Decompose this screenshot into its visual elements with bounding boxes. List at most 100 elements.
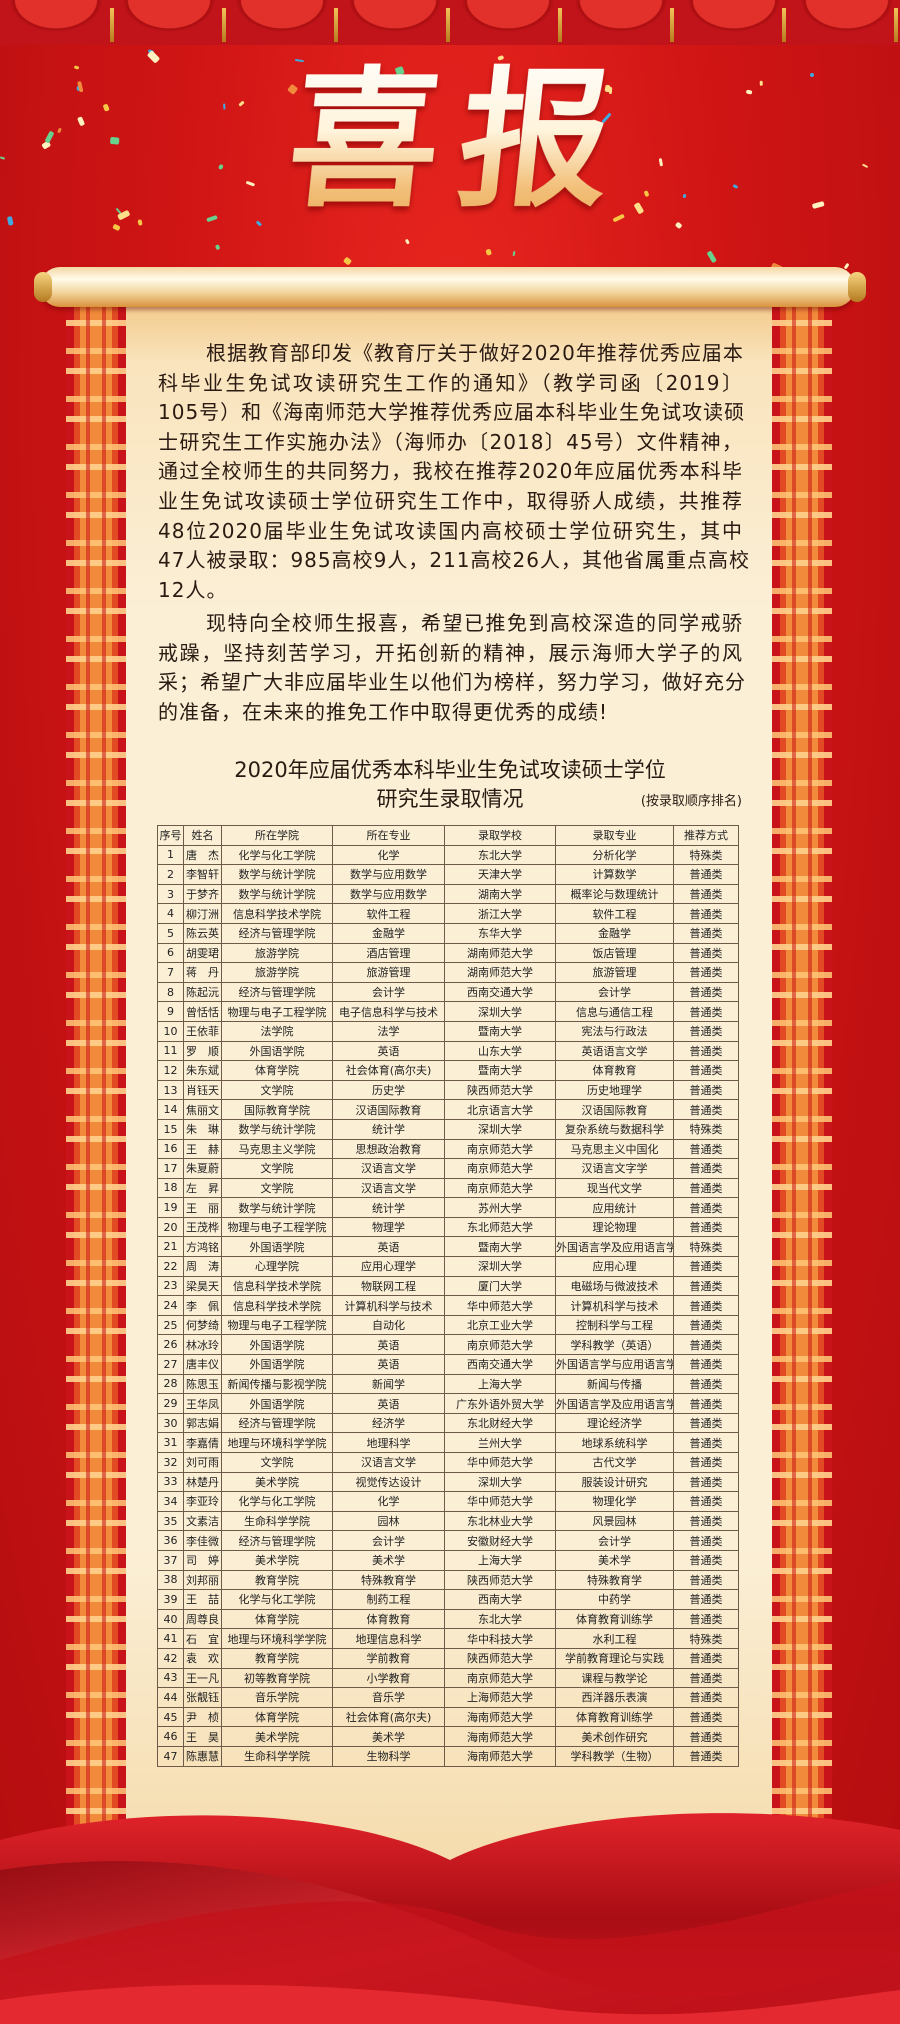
table-cell: 音乐学院 <box>221 1687 333 1708</box>
table-cell: 普通类 <box>673 1491 739 1512</box>
column-header: 所在学院 <box>221 825 333 846</box>
table-cell: 自动化 <box>332 1314 445 1336</box>
red-silk-decoration <box>0 1813 900 2024</box>
table-cell: 体育教育 <box>332 1608 445 1630</box>
table-cell: 学前教育理论与实践 <box>555 1647 674 1669</box>
table-cell: 体育学院 <box>221 1060 333 1081</box>
table-cell: 40 <box>157 1608 184 1630</box>
table-cell: 化学 <box>332 844 445 866</box>
table-cell: 应用统计 <box>555 1197 674 1218</box>
table-cell: 普通类 <box>673 864 739 885</box>
table-cell: 课程与教学论 <box>555 1667 674 1689</box>
table-cell: 汉语国际教育 <box>332 1099 445 1120</box>
table-cell: 罗 顺 <box>183 1040 222 1062</box>
table-cell: 29 <box>157 1393 184 1414</box>
table-cell: 汉语言文学 <box>332 1452 445 1473</box>
tassel <box>558 8 562 42</box>
table-cell: 郭志娟 <box>183 1412 222 1434</box>
table-cell: 兰州大学 <box>444 1432 556 1453</box>
table-cell: 旅游管理 <box>555 962 674 983</box>
tassel <box>446 8 450 42</box>
table-cell: 普通类 <box>673 1060 739 1081</box>
table-row: 5 陈云英 经济与管理学院 金融学 东华大学 金融学 普通类 <box>157 922 739 944</box>
table-cell: 心理学院 <box>221 1256 333 1277</box>
table-row: 2 李智轩 数学与统计学院 数学与应用数学 天津大学 计算数学 普通类 <box>157 864 739 885</box>
table-row: 32 刘可雨 文学院 汉语言文学 华中师范大学 古代文学 普通类 <box>157 1452 739 1473</box>
table-cell: 汉语言文字学 <box>555 1158 674 1179</box>
table-cell: 普通类 <box>673 1040 739 1062</box>
table-cell: 西南交通大学 <box>444 1354 556 1375</box>
table-cell: 1 <box>157 844 184 866</box>
table-cell: 陈思玉 <box>183 1373 222 1395</box>
table-cell: 体育学院 <box>221 1608 333 1630</box>
table-row: 33 林楚丹 美术学院 视觉传达设计 深圳大学 服装设计研究 普通类 <box>157 1471 739 1493</box>
table-cell: 历史学 <box>332 1079 445 1101</box>
table-cell: 外国语学院 <box>221 1393 333 1414</box>
table-cell: 普通类 <box>673 1393 739 1414</box>
table-cell: 普通类 <box>673 1138 739 1160</box>
table-cell: 21 <box>157 1236 184 1258</box>
table-cell: 陕西师范大学 <box>444 1647 556 1669</box>
table-cell: 音乐学 <box>332 1687 445 1708</box>
table-cell: 普通类 <box>673 1471 739 1493</box>
table-cell: 应用心理 <box>555 1256 674 1277</box>
table-cell: 美术学院 <box>221 1549 333 1571</box>
tassel <box>670 8 674 42</box>
table-cell: 北京语言大学 <box>444 1099 556 1120</box>
table-row: 30 郭志娟 经济与管理学院 经济学 东北财经大学 理论经济学 普通类 <box>157 1412 739 1434</box>
table-cell: 控制科学与工程 <box>555 1314 674 1336</box>
table-cell: 唐 杰 <box>183 844 222 866</box>
table-cell: 普通类 <box>673 1530 739 1551</box>
table-cell: 陈起沅 <box>183 981 222 1003</box>
table-cell: 于梦齐 <box>183 883 222 905</box>
table-cell: 文学院 <box>221 1158 333 1179</box>
table-cell: 普通类 <box>673 1589 739 1610</box>
table-cell: 计算数学 <box>555 864 674 885</box>
table-cell: 蒋 丹 <box>183 962 222 983</box>
table-cell: 24 <box>157 1295 184 1316</box>
confetti-piece <box>682 193 687 199</box>
table-row: 42 袁 欢教育学院 学前教育 陕西师范大学 学前教育理论与实践 普通类 <box>157 1647 739 1669</box>
table-subtitle: 研究生录取情况 <box>376 787 524 811</box>
table-cell: 金融学 <box>555 922 674 944</box>
table-cell: 东北大学 <box>444 844 556 866</box>
table-cell: 朱夏蔚 <box>183 1158 222 1179</box>
confetti-piece <box>137 219 143 226</box>
table-cell: 石 宜 <box>183 1628 222 1649</box>
table-cell: 信息与通信工程 <box>555 1001 674 1022</box>
table-cell: 普通类 <box>673 1099 739 1120</box>
table-cell: 普通类 <box>673 1549 739 1571</box>
table-cell: 31 <box>157 1432 184 1453</box>
paragraph-line: 采；希望广大非应届毕业生以他们为榜样，努力学习，做好充分 <box>158 670 746 695</box>
table-cell: 11 <box>157 1040 184 1062</box>
paragraph-line: 105号）和《海南师范大学推荐优秀应届本科毕业生免试攻读硕 <box>158 400 746 425</box>
confetti-piece <box>0 156 6 160</box>
table-row: 29 王华凤 外国语学院 英语 广东外语外贸大学 外国语言学及应用语言学 普通类 <box>157 1393 739 1414</box>
table-cell: 华中师范大学 <box>444 1491 556 1512</box>
table-cell: 25 <box>157 1314 184 1336</box>
table-cell: 电子信息科学与技术 <box>332 1001 445 1022</box>
table-row: 46 王 昊美术学院 美术学 海南师范大学 美术创作研究 普通类 <box>157 1726 739 1747</box>
table-cell: 普通类 <box>673 1334 739 1356</box>
table-cell: 古代文学 <box>555 1452 674 1473</box>
table-cell: 王 昊 <box>183 1726 222 1747</box>
table-cell: 普通类 <box>673 883 739 905</box>
table-cell: 数学与统计学院 <box>221 1118 333 1140</box>
table-cell: 普通类 <box>673 903 739 924</box>
table-cell: 化学与化工学院 <box>221 1589 333 1610</box>
table-cell: 初等教育学院 <box>221 1667 333 1689</box>
table-cell: 暨南大学 <box>444 1060 556 1081</box>
table-cell: 理论物理 <box>555 1216 674 1238</box>
table-cell: 地理与环境科学学院 <box>221 1432 333 1453</box>
table-cell: 普通类 <box>673 1706 739 1728</box>
table-cell: 电磁场与微波技术 <box>555 1275 674 1297</box>
table-cell: 西南大学 <box>444 1589 556 1610</box>
confetti-piece <box>205 214 218 222</box>
table-cell: 普通类 <box>673 1354 739 1375</box>
table-cell: 焦丽文 <box>183 1099 222 1120</box>
table-cell: 王依菲 <box>183 1020 222 1042</box>
column-header: 录取学校 <box>444 825 556 846</box>
table-cell: 17 <box>157 1158 184 1179</box>
table-cell: 王一凡 <box>183 1667 222 1689</box>
table-cell: 化学与化工学院 <box>221 844 333 866</box>
